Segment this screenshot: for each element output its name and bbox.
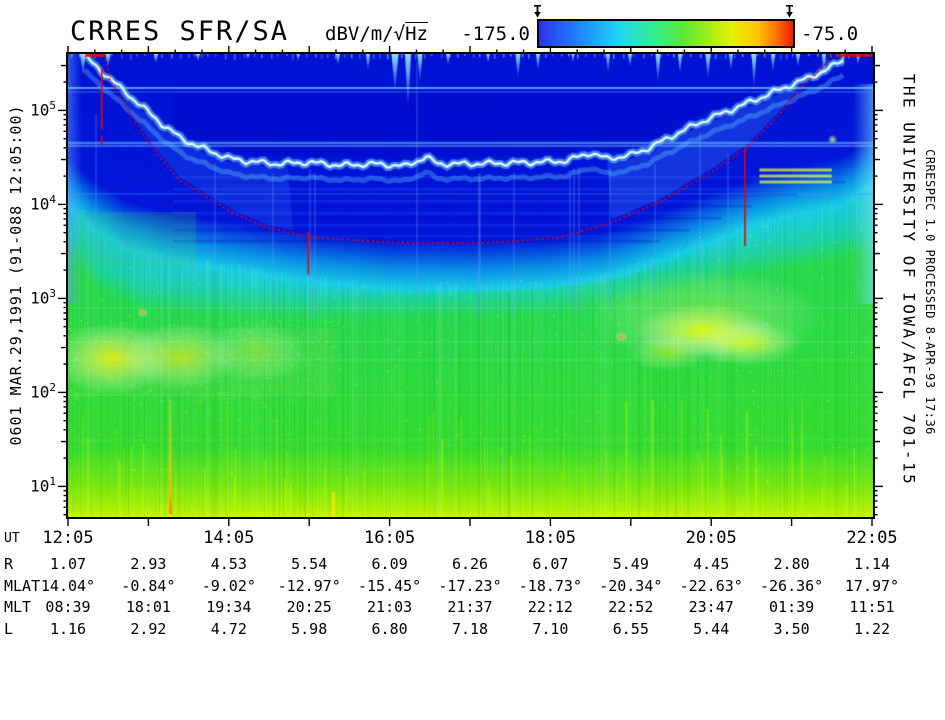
colorbar-marker-left-icon <box>534 5 541 18</box>
plot-title: CRRES SFR/SA <box>70 16 290 47</box>
colorbar-units-hz: Hz <box>405 23 428 45</box>
ephemeris-value: 17.97° <box>844 576 900 595</box>
y-axis-decade-label: 103 <box>30 287 56 308</box>
colorbar <box>537 19 795 48</box>
ephemeris-value: 20:25 <box>286 598 332 616</box>
ephemeris-value: -20.34° <box>599 576 663 595</box>
ephemeris-value: 6.07 <box>532 555 569 573</box>
ephemeris-value: -17.23° <box>438 576 502 595</box>
ephemeris-value: 4.72 <box>210 619 247 638</box>
colorbar-max-value: -75.0 <box>801 23 859 45</box>
ephemeris-value: 6.09 <box>371 555 408 573</box>
ephemeris-value: 6.26 <box>451 555 489 573</box>
ephemeris-value: 3.50 <box>773 619 810 638</box>
ephemeris-value: 1.22 <box>853 619 891 638</box>
ephemeris-value: 21:03 <box>367 598 413 616</box>
ephemeris-row-label: MLAT <box>4 576 41 595</box>
ephemeris-value: -0.84° <box>121 576 176 595</box>
ephemeris-value: 21:37 <box>447 598 493 616</box>
ephemeris-value: 2.93 <box>130 555 167 573</box>
ephemeris-value: 2.92 <box>130 619 167 638</box>
ephemeris-value: -26.36° <box>759 576 824 595</box>
ephemeris-value: 11:51 <box>849 598 895 616</box>
colorbar-units-label: dBV/m/√Hz <box>325 23 428 45</box>
processing-label: CRRESPEC 1.0 PROCESSED 8-APR-93 17:36 <box>923 149 937 435</box>
ephemeris-value: 19:34 <box>206 598 252 616</box>
ephemeris-value: -18.73° <box>518 576 582 595</box>
ephemeris-value: 4.53 <box>210 555 247 573</box>
ephemeris-value: 18:01 <box>125 598 171 616</box>
ephemeris-value: 1.07 <box>49 555 87 573</box>
ephemeris-value: 01:39 <box>769 598 815 616</box>
ephemeris-value: -12.97° <box>277 576 341 595</box>
ephemeris-value: 5.98 <box>291 619 328 638</box>
colorbar-min-value: -175.0 <box>461 23 530 45</box>
x-axis-time-label: 14:05 <box>203 528 255 548</box>
y-axis-decade-label: 101 <box>30 475 56 496</box>
ephemeris-value: 23:47 <box>688 598 734 616</box>
ut-axis-label: UT <box>4 531 20 546</box>
ephemeris-value: 5.49 <box>612 555 649 573</box>
ephemeris-value: 22:12 <box>527 598 573 616</box>
ephemeris-value: 1.16 <box>49 619 87 638</box>
ephemeris-value: 08:39 <box>45 598 91 616</box>
ephemeris-value: 7.18 <box>451 619 489 638</box>
orbit-date-label: 0601 MAR.29,1991 (91-088 12:05:00) <box>7 104 25 446</box>
y-axis-decade-label: 104 <box>30 193 56 214</box>
ephemeris-row-label: R <box>4 555 14 573</box>
x-axis-time-label: 18:05 <box>524 528 576 548</box>
ephemeris-value: 6.55 <box>612 619 649 638</box>
ephemeris-value: 6.80 <box>371 619 408 638</box>
ephemeris-row-label: MLT <box>4 598 32 616</box>
colorbar-marker-right-icon <box>786 5 793 18</box>
ephemeris-value: 1.14 <box>853 555 891 573</box>
ephemeris-value: 7.10 <box>532 619 569 638</box>
y-axis-decade-label: 105 <box>30 99 56 120</box>
y-axis-decade-label: 102 <box>30 381 56 402</box>
x-axis-time-label: 22:05 <box>846 528 898 548</box>
spectrogram-canvas <box>68 54 873 517</box>
ephemeris-value: 4.45 <box>693 555 730 573</box>
ephemeris-value: -9.02° <box>201 576 256 595</box>
ephemeris-value: 22:52 <box>608 598 654 616</box>
ephemeris-value: -15.45° <box>357 576 422 595</box>
ephemeris-value: 14.04° <box>40 576 96 595</box>
ephemeris-row-label: L <box>4 619 14 638</box>
ephemeris-value: 5.44 <box>693 619 730 638</box>
ephemeris-value: 5.54 <box>291 555 328 573</box>
colorbar-units-pre: dBV/m/√ <box>325 23 406 45</box>
x-axis-time-label: 16:05 <box>364 528 416 548</box>
ephemeris-value: 2.80 <box>773 555 810 573</box>
x-axis-time-label: 20:05 <box>685 528 737 548</box>
institution-label: THE UNIVERSITY OF IOWA/AFGL 701-15 <box>899 73 919 487</box>
ephemeris-value: -22.63° <box>679 576 743 595</box>
x-axis-time-label: 12:05 <box>42 528 94 548</box>
